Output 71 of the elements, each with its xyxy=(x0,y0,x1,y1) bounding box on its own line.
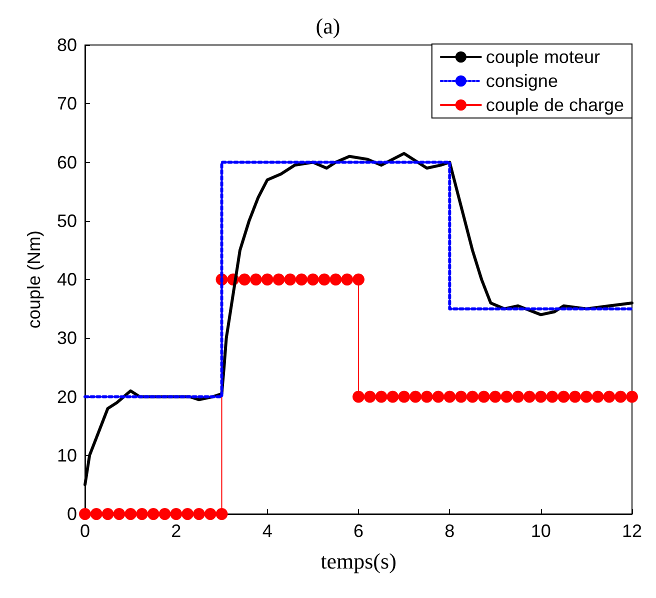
point xyxy=(364,390,376,403)
point xyxy=(90,508,102,520)
point xyxy=(386,390,399,403)
legend-label: consigne xyxy=(486,71,558,91)
point xyxy=(580,390,592,403)
point xyxy=(546,390,558,403)
point xyxy=(558,390,570,403)
x-tick-label: 4 xyxy=(262,521,272,541)
y-tick-label: 40 xyxy=(56,270,77,290)
point xyxy=(79,508,91,520)
point xyxy=(569,390,582,403)
point xyxy=(296,274,308,286)
point xyxy=(375,390,388,403)
point xyxy=(534,390,547,403)
x-tick-label: 8 xyxy=(444,521,455,541)
chart-title: (a) xyxy=(316,14,340,38)
point xyxy=(409,390,422,403)
x-tick-label: 12 xyxy=(622,521,642,541)
point xyxy=(284,274,296,286)
point xyxy=(102,508,114,520)
point xyxy=(352,274,364,286)
point xyxy=(261,274,274,286)
point xyxy=(306,274,319,286)
point xyxy=(489,390,502,403)
point xyxy=(398,390,410,403)
point xyxy=(455,390,468,403)
point xyxy=(512,390,524,403)
point xyxy=(444,390,456,403)
legend-label: couple de charge xyxy=(486,95,624,115)
point xyxy=(341,274,354,286)
point xyxy=(466,390,478,403)
point xyxy=(614,390,627,403)
y-tick-label: 70 xyxy=(56,94,77,114)
point xyxy=(158,508,171,520)
point xyxy=(182,508,194,520)
x-tick-label: 2 xyxy=(171,521,182,541)
point xyxy=(626,390,638,403)
point xyxy=(113,508,126,520)
x-axis-title: temps(s) xyxy=(320,548,396,574)
y-tick-label: 50 xyxy=(56,210,77,231)
y-tick-label: 20 xyxy=(56,386,77,407)
point xyxy=(170,508,182,520)
point xyxy=(216,508,228,520)
legend-label: couple moteur xyxy=(486,47,600,67)
point xyxy=(204,508,216,520)
x-tick-label: 10 xyxy=(530,521,551,541)
point xyxy=(420,390,433,403)
point xyxy=(478,390,490,403)
point xyxy=(352,390,364,403)
point xyxy=(500,390,513,403)
point xyxy=(136,508,148,520)
point xyxy=(330,274,342,286)
x-tick-label: 0 xyxy=(80,521,90,541)
point xyxy=(250,274,262,286)
point xyxy=(124,508,137,520)
y-tick-label: 60 xyxy=(56,152,77,172)
point xyxy=(603,390,616,403)
y-tick-label: 80 xyxy=(56,35,77,55)
point xyxy=(523,390,536,403)
point xyxy=(432,390,444,403)
point xyxy=(147,508,160,520)
x-tick-label: 6 xyxy=(353,521,364,541)
point xyxy=(592,390,604,403)
y-axis-title: couple (Nm) xyxy=(24,230,44,329)
point xyxy=(192,508,205,520)
y-tick-label: 10 xyxy=(56,445,77,466)
point xyxy=(318,274,330,286)
point xyxy=(238,274,251,286)
point xyxy=(272,274,285,286)
y-tick-label: 30 xyxy=(56,328,77,348)
y-tick-label: 0 xyxy=(66,504,77,524)
